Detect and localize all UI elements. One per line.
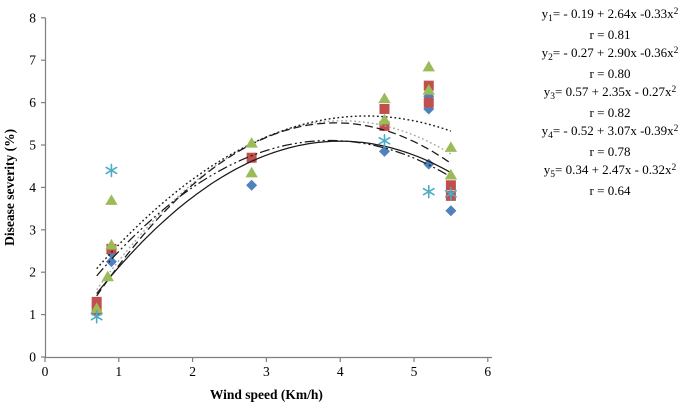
y-axis-title: Disease severity (%): [2, 129, 17, 246]
y-tick-label: 7: [29, 53, 36, 68]
diamond-marker: [423, 158, 435, 170]
asterisk-marker: [90, 309, 103, 324]
equation-y1: y1= - 0.19 + 2.64x -0.33x2: [521, 4, 699, 27]
x-tick-label: 0: [42, 364, 49, 379]
y-tick-label: 6: [29, 95, 36, 110]
equation-superscript: 2: [673, 46, 679, 56]
equation-y3: y3= 0.57 + 2.35x - 0.27x2: [521, 82, 699, 105]
equation-y2: y2= - 0.27 + 2.90x -0.36x2: [521, 43, 699, 66]
trendline-y2: [96, 120, 452, 291]
trendline-y4: [96, 122, 452, 297]
trendline-y5: [96, 139, 452, 277]
scatter-chart: 0 1 2 3 4 5 6 0 1 2 3 4 5 6 7 8 Wind speed (Km/h) Disease…: [2, 10, 492, 402]
asterisk-marker: [422, 184, 435, 199]
y-tick-label: 0: [29, 350, 36, 365]
y-tick-label: 4: [29, 180, 36, 195]
trendline-y3: [96, 115, 452, 270]
y-tick-label: 5: [29, 138, 36, 153]
y-tick-label: 3: [29, 222, 36, 237]
triangle-marker: [378, 113, 391, 125]
triangle-marker: [422, 60, 435, 72]
equation-y4: y4= - 0.52 + 3.07x -0.39x2: [521, 121, 699, 144]
equations-panel: y1= - 0.19 + 2.64x -0.33x2 r = 0.81 y2= - …: [521, 4, 699, 199]
y-tick-label: 1: [29, 307, 36, 322]
equation-var: y: [541, 45, 549, 60]
x-tick-label: 2: [189, 364, 196, 379]
square-marker: [379, 120, 390, 131]
triangle-marker: [422, 84, 435, 95]
equation-expression: = - 0.52 + 3.07x -0.39x: [552, 123, 674, 138]
square-marker: [379, 103, 390, 114]
diamond-marker: [445, 205, 457, 217]
correlation-coefficient-y3: r = 0.82: [589, 105, 631, 120]
triangle-marker: [90, 302, 103, 314]
triangle-marker: [105, 194, 118, 205]
x-axis-title: Wind speed (Km/h): [210, 387, 323, 402]
equation-y5: y5= 0.34 + 2.47x - 0.32x2: [521, 160, 699, 183]
series-1-diamond: [105, 90, 457, 268]
x-tick-label: 1: [115, 364, 122, 379]
equation-var: y: [543, 162, 551, 177]
correlation-coefficient-y5: r = 0.64: [589, 183, 631, 198]
triangle-marker: [105, 238, 118, 250]
square-marker: [246, 152, 257, 163]
diamond-marker: [246, 179, 258, 191]
series-2-square: [91, 80, 456, 316]
equation-subscript: 1: [548, 14, 553, 24]
triangle-marker: [245, 137, 258, 148]
square-marker: [423, 97, 434, 108]
square-marker: [91, 296, 102, 307]
equation-superscript: 2: [671, 85, 677, 95]
equation-var: y: [543, 84, 551, 99]
triangle-marker: [444, 141, 458, 152]
series-3-triangle: [90, 60, 458, 314]
equation-expression: = - 0.27 + 2.90x -0.36x: [552, 45, 674, 60]
equation-var: y: [541, 6, 549, 21]
x-tick-label: 5: [411, 364, 418, 379]
equation-var: y: [541, 123, 549, 138]
diamond-marker: [105, 256, 117, 268]
x-tick-label: 6: [484, 364, 491, 379]
asterisk-marker: [444, 186, 457, 201]
y-tick-label: 8: [29, 10, 36, 25]
equation-expression: = 0.34 + 2.47x - 0.32x: [555, 162, 672, 177]
correlation-coefficient-y2: r = 0.80: [589, 66, 631, 81]
triangle-marker: [444, 168, 458, 180]
triangle-marker: [101, 270, 114, 282]
triangle-marker: [378, 92, 391, 104]
correlation-coefficient-y1: r = 0.81: [589, 27, 631, 42]
square-marker: [445, 180, 456, 191]
series-4-asterisk: [90, 133, 457, 324]
equation-superscript: 2: [673, 7, 679, 17]
y-tick-label: 2: [29, 265, 36, 280]
equation-superscript: 2: [673, 124, 679, 134]
equation-expression: = 0.57 + 2.35x - 0.27x: [555, 84, 672, 99]
equation-expression: = - 0.19 + 2.64x -0.33x: [552, 6, 674, 21]
asterisk-marker: [105, 163, 118, 178]
equation-subscript: 5: [550, 170, 555, 180]
x-tick-label: 3: [263, 364, 270, 379]
equation-superscript: 2: [671, 163, 677, 173]
trendline-y1: [96, 140, 452, 294]
triangle-marker: [245, 166, 258, 178]
x-tick-label: 4: [337, 364, 344, 379]
asterisk-marker: [378, 133, 391, 148]
correlation-coefficient-y4: r = 0.78: [589, 144, 631, 159]
equation-subscript: 4: [548, 131, 553, 141]
equation-subscript: 2: [548, 53, 553, 63]
equation-subscript: 3: [550, 92, 555, 102]
